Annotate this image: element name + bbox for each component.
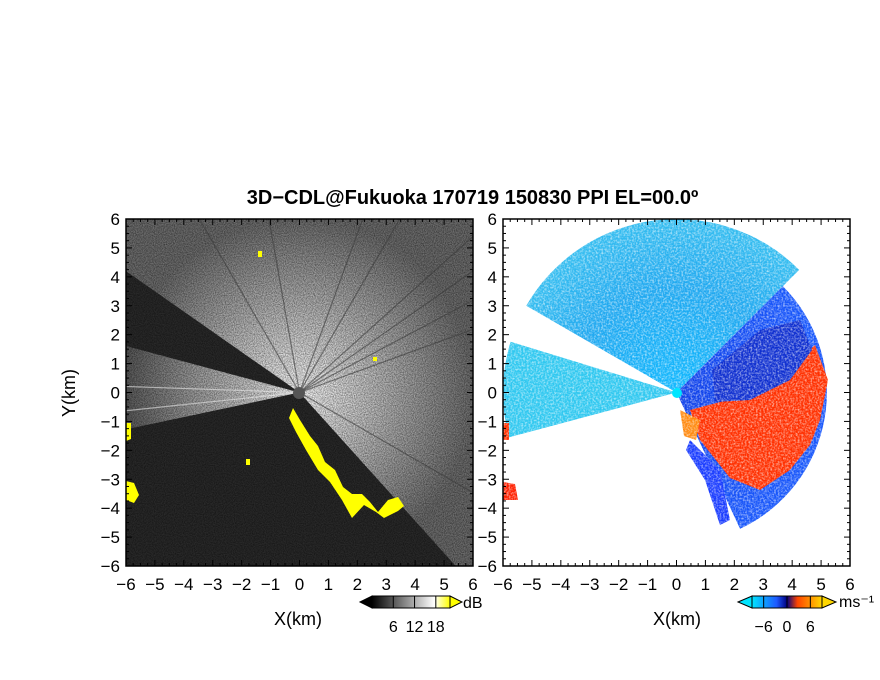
left-x-tick-label: −3 [203, 575, 222, 594]
left-y-tick-label: −5 [101, 528, 120, 547]
colorbar-tick-label: 18 [427, 619, 445, 636]
beam-ray [299, 299, 473, 394]
left-y-tick-label: 5 [111, 239, 120, 258]
right-y-tick-label: −4 [478, 499, 497, 518]
right-y-tick-label: −1 [478, 412, 497, 431]
yellow-speck [373, 357, 377, 361]
beam-ray [126, 385, 300, 394]
right-colorbar: −6 0 6 ms⁻¹ [736, 594, 874, 636]
right-x-tick-label: −5 [522, 575, 541, 594]
right-x-tick-label: −6 [493, 575, 512, 594]
left-x-tick-label: 0 [295, 575, 304, 594]
colorbar-tick-label: 6 [389, 619, 398, 636]
chart-title: 3D−CDL@Fukuoka 170719 150830 PPI EL=00.0… [246, 187, 699, 209]
colorbar-extend-high [449, 595, 464, 609]
right-y-tick-label: 6 [488, 210, 497, 229]
colorbar-tick-label: 6 [806, 619, 815, 636]
left-x-tick-label: 4 [410, 575, 419, 594]
left-plot-area [126, 219, 473, 566]
colorbar-tick-label: 12 [406, 619, 424, 636]
right-x-tick-label: 2 [730, 575, 739, 594]
left-colorbar: 6 12 18 dB [358, 595, 483, 636]
right-x-tick-label: 6 [845, 575, 854, 594]
colorbar-tick-label: 0 [783, 619, 792, 636]
beam-ray [198, 219, 301, 393]
right-x-tick-label: 3 [759, 575, 768, 594]
beam-ray [299, 270, 473, 393]
left-x-tick-label: 3 [382, 575, 391, 594]
right-y-tick-label: 5 [488, 239, 497, 258]
yellow-edge-patch-lower [126, 481, 139, 503]
right-y-tick-label: 1 [488, 355, 497, 374]
right-y-tick-label: −2 [478, 441, 497, 460]
right-plot-area [503, 219, 850, 566]
beam-rays [126, 219, 473, 494]
left-y-tick-label: 3 [111, 297, 120, 316]
left-y-tick-label: −2 [101, 441, 120, 460]
right-x-tick-label: −3 [580, 575, 599, 594]
left-y-tick-label: 4 [111, 268, 120, 287]
right-y-tick-label: −5 [478, 528, 497, 547]
yellow-edge-patch-upper [126, 423, 131, 441]
right-y-tick-label: −3 [478, 470, 497, 489]
right-y-tick-label: −6 [478, 557, 497, 576]
left-y-tick-label: 1 [111, 355, 120, 374]
beam-ray [298, 219, 364, 393]
left-y-tick-label: 6 [111, 210, 120, 229]
right-y-tick-label: 0 [488, 384, 497, 403]
right-y-tick-label: 2 [488, 326, 497, 345]
right-y-tick-label: 3 [488, 297, 497, 316]
right-y-tick-label: 4 [488, 268, 497, 287]
right-x-tick-label: 0 [672, 575, 681, 594]
left-colorbar-unit: dB [463, 595, 483, 612]
left-x-tick-label: 2 [353, 575, 362, 594]
yellow-speck [246, 459, 250, 465]
beam-ray [299, 391, 473, 494]
right-x-tick-label: −4 [551, 575, 570, 594]
colorbar-tick-label: −6 [755, 619, 773, 636]
left-x-tick-label: 1 [324, 575, 333, 594]
left-x-tick-label: −4 [174, 575, 193, 594]
yellow-speck [258, 251, 262, 257]
left-y-axis-label: Y(km) [59, 369, 79, 417]
left-y-tick-label: −6 [101, 557, 120, 576]
right-x-tick-label: −1 [638, 575, 657, 594]
right-x-tick-label: 4 [787, 575, 796, 594]
right-colorbar-unit: ms⁻¹ [839, 594, 874, 611]
beam-ray [126, 391, 300, 412]
radar-site-marker [672, 388, 682, 398]
left-x-tick-label: −5 [145, 575, 164, 594]
beam-ray [268, 219, 301, 393]
yellow-strong-echo-strip [289, 408, 404, 518]
left-x-tick-label: 5 [439, 575, 448, 594]
left-y-tick-label: 0 [111, 384, 120, 403]
left-y-tick-label: −3 [101, 470, 120, 489]
left-x-tick-label: −6 [116, 575, 135, 594]
right-x-axis-label: X(km) [653, 609, 701, 629]
left-x-tick-label: −1 [261, 575, 280, 594]
beam-ray [299, 235, 473, 393]
beam-ray [299, 328, 473, 394]
beam-ray [298, 219, 401, 393]
radar-site-marker [293, 387, 305, 399]
colorbar-extend-high [821, 595, 838, 609]
left-x-tick-label: 6 [468, 575, 477, 594]
left-y-tick-label: −1 [101, 412, 120, 431]
left-y-tick-label: −4 [101, 499, 120, 518]
left-x-axis-label: X(km) [274, 609, 322, 629]
left-x-tick-label: −2 [232, 575, 251, 594]
right-x-tick-label: −2 [609, 575, 628, 594]
colorbar-extend-low [736, 595, 753, 609]
right-x-tick-label: 5 [816, 575, 825, 594]
right-x-tick-label: 1 [701, 575, 710, 594]
left-y-tick-label: 2 [111, 326, 120, 345]
